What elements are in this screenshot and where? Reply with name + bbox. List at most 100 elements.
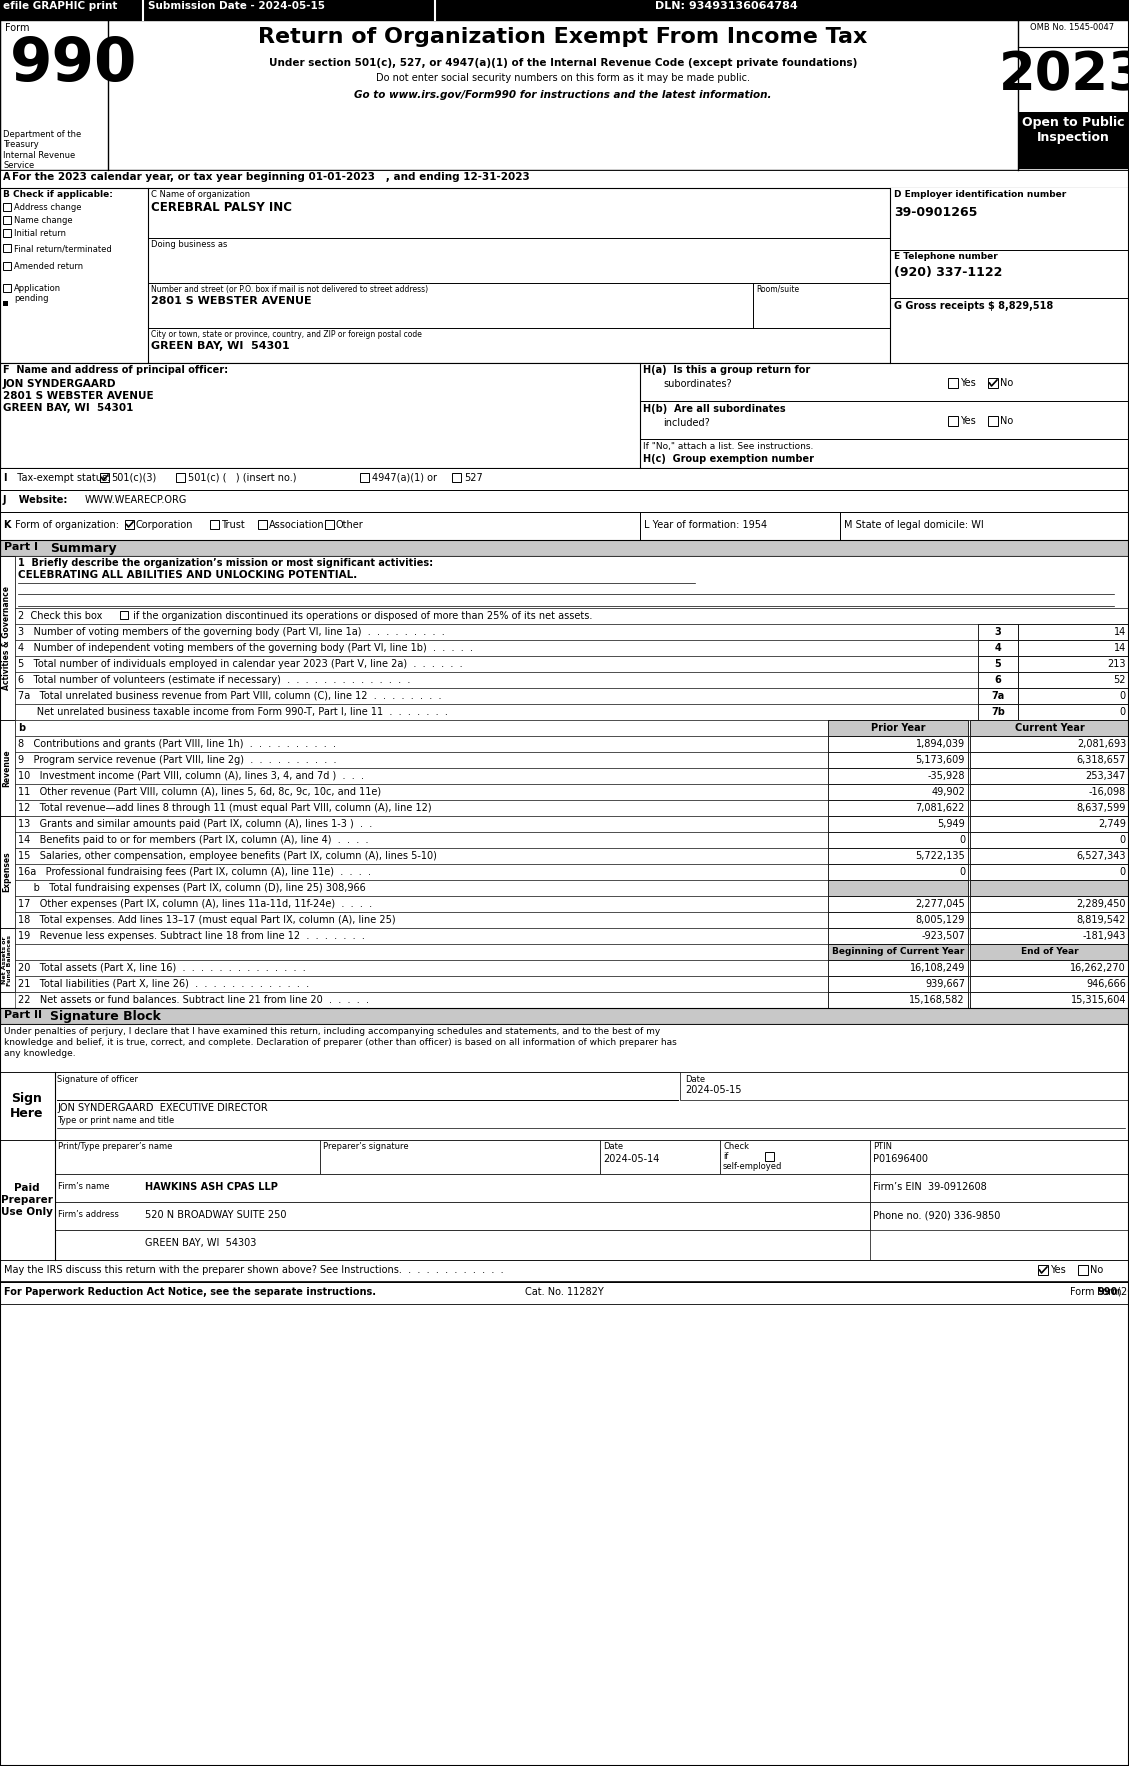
Text: efile GRAPHIC print: efile GRAPHIC print (3, 2, 117, 11)
Text: PTIN: PTIN (873, 1143, 892, 1151)
Bar (828, 945, 968, 961)
Bar (0, 1008, 1129, 1024)
Text: Net Assets or
Fund Balances: Net Assets or Fund Balances (1, 934, 12, 985)
Text: 2023: 2023 (998, 49, 1129, 101)
Bar (55, 1141, 320, 1174)
Bar (15, 977, 1129, 992)
Bar (15, 927, 1129, 945)
Text: GREEN BAY, WI  54301: GREEN BAY, WI 54301 (151, 341, 290, 351)
Text: b   Total fundraising expenses (Part IX, column (D), line 25) 308,966: b Total fundraising expenses (Part IX, c… (18, 883, 366, 894)
Bar (3, 203, 11, 210)
Text: 5: 5 (995, 659, 1001, 669)
Text: 6   Total number of volunteers (estimate if necessary)  .  .  .  .  .  .  .  .  : 6 Total number of volunteers (estimate i… (18, 675, 410, 685)
Text: 1  Briefly describe the organization’s mission or most significant activities:: 1 Briefly describe the organization’s mi… (18, 558, 434, 569)
Bar (1018, 623, 1129, 639)
Bar (1038, 1264, 1048, 1275)
Text: 2,289,450: 2,289,450 (1076, 899, 1126, 909)
Bar (0, 19, 1129, 170)
Bar (765, 1151, 774, 1160)
Text: 16a   Professional fundraising fees (Part IX, column (A), line 11e)  .  .  .  .: 16a Professional fundraising fees (Part … (18, 867, 371, 878)
Bar (15, 736, 1129, 752)
Bar (828, 736, 968, 752)
Text: Yes: Yes (960, 417, 975, 426)
Bar (970, 784, 1129, 800)
Text: Association: Association (269, 519, 325, 530)
Bar (0, 816, 15, 927)
Text: 5   Total number of individuals employed in calendar year 2023 (Part V, line 2a): 5 Total number of individuals employed i… (18, 659, 463, 669)
Text: 14: 14 (1113, 627, 1126, 638)
Text: 4   Number of independent voting members of the governing body (Part VI, line 1b: 4 Number of independent voting members o… (18, 643, 473, 653)
Bar (828, 848, 968, 864)
Bar (970, 879, 1129, 895)
Bar (828, 768, 968, 784)
Text: GREEN BAY, WI  54301: GREEN BAY, WI 54301 (3, 403, 133, 413)
Text: Firm’s EIN  39-0912608: Firm’s EIN 39-0912608 (873, 1181, 987, 1192)
Text: Open to Public
Inspection: Open to Public Inspection (1022, 117, 1124, 145)
Bar (828, 961, 968, 977)
Bar (828, 864, 968, 879)
Bar (970, 800, 1129, 816)
Text: Do not enter social security numbers on this form as it may be made public.: Do not enter social security numbers on … (376, 72, 750, 83)
Bar (15, 895, 1129, 911)
Text: Summary: Summary (50, 542, 116, 555)
Bar (970, 992, 1129, 1008)
Text: Part I: Part I (5, 542, 38, 553)
Text: Sign
Here: Sign Here (10, 1091, 44, 1120)
Text: JON SYNDERGAARD  EXECUTIVE DIRECTOR: JON SYNDERGAARD EXECUTIVE DIRECTOR (56, 1104, 268, 1113)
Text: Yes: Yes (1050, 1264, 1066, 1275)
Bar (3, 230, 11, 237)
Bar (828, 800, 968, 816)
Bar (970, 752, 1129, 768)
Text: M State of legal domicile: WI: M State of legal domicile: WI (844, 519, 983, 530)
Text: I: I (3, 473, 7, 482)
Text: Name change: Name change (14, 215, 72, 224)
Bar (15, 800, 1129, 816)
Bar (15, 832, 1129, 848)
Bar (1018, 689, 1129, 705)
Text: Initial return: Initial return (14, 230, 65, 238)
Text: 2  Check this box: 2 Check this box (18, 611, 103, 622)
Bar (0, 468, 1129, 489)
Bar (55, 1203, 870, 1229)
Text: Signature of officer: Signature of officer (56, 1075, 138, 1084)
Bar (978, 689, 1018, 705)
Text: 946,666: 946,666 (1086, 978, 1126, 989)
Text: 3   Number of voting members of the governing body (Part VI, line 1a)  .  .  .  : 3 Number of voting members of the govern… (18, 627, 445, 638)
Bar (100, 473, 110, 482)
Text: 2,749: 2,749 (1099, 819, 1126, 828)
Text: 1,894,039: 1,894,039 (916, 738, 965, 749)
Bar (15, 879, 1129, 895)
Text: HAWKINS ASH CPAS LLP: HAWKINS ASH CPAS LLP (145, 1181, 278, 1192)
Text: 990: 990 (1097, 1287, 1118, 1296)
Text: If "No," attach a list. See instructions.: If "No," attach a list. See instructions… (644, 442, 813, 450)
Text: H(c)  Group exemption number: H(c) Group exemption number (644, 454, 814, 464)
Text: 3: 3 (995, 627, 1001, 638)
Text: City or town, state or province, country, and ZIP or foreign postal code: City or town, state or province, country… (151, 330, 422, 339)
Bar (948, 378, 959, 389)
Text: Prior Year: Prior Year (870, 722, 926, 733)
Text: 14: 14 (1113, 643, 1126, 653)
Bar (890, 187, 1129, 364)
Bar (15, 639, 1129, 655)
Text: JON SYNDERGAARD: JON SYNDERGAARD (3, 380, 116, 389)
Text: Form of organization:: Form of organization: (12, 519, 119, 530)
Bar (828, 911, 968, 927)
Bar (970, 945, 1129, 961)
Bar (125, 519, 134, 530)
Text: 6,318,657: 6,318,657 (1077, 756, 1126, 765)
Bar (1018, 639, 1129, 655)
Bar (870, 1141, 1129, 1174)
Text: Paid
Preparer
Use Only: Paid Preparer Use Only (1, 1183, 53, 1217)
Bar (3, 215, 11, 224)
Text: Under section 501(c), 527, or 4947(a)(1) of the Internal Revenue Code (except pr: Under section 501(c), 527, or 4947(a)(1)… (269, 58, 857, 69)
Bar (15, 721, 1129, 736)
Bar (15, 673, 1129, 689)
Text: subordinates?: subordinates? (663, 380, 732, 389)
Bar (55, 1229, 870, 1259)
Bar (15, 768, 1129, 784)
Bar (15, 816, 1129, 832)
Text: Part II: Part II (5, 1010, 42, 1021)
Text: 22   Net assets or fund balances. Subtract line 21 from line 20  .  .  .  .  .: 22 Net assets or fund balances. Subtract… (18, 994, 369, 1005)
Text: 4947(a)(1) or: 4947(a)(1) or (371, 473, 437, 482)
Bar (0, 1072, 1129, 1141)
